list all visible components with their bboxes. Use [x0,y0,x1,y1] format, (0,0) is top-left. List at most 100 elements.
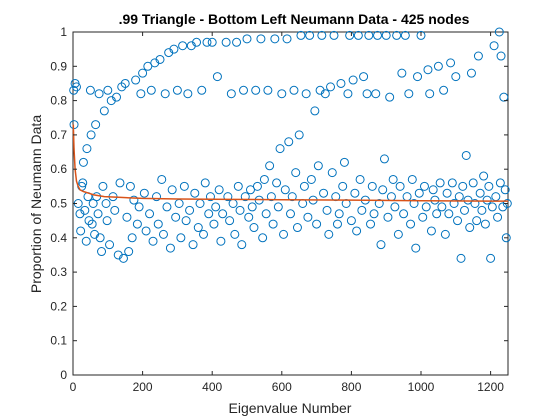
data-point [390,202,400,212]
chart-title: .99 Triangle - Bottom Left Neumann Data … [119,11,470,27]
data-point [442,188,452,198]
y-tick-label: 0.6 [50,162,67,176]
data-point [183,89,193,99]
data-point [197,85,207,95]
data-point [480,219,490,229]
data-point [94,89,104,99]
y-tick-label: 0.7 [50,128,67,142]
data-point [413,72,423,82]
data-point [167,185,177,195]
data-point [306,174,316,184]
data-point [433,61,443,71]
data-point [188,240,198,250]
data-point [153,219,163,229]
data-point [86,130,96,140]
data-point [472,216,482,226]
data-point [419,181,429,191]
data-point [374,199,384,208]
data-point [284,137,294,147]
data-point [291,168,301,178]
data-point [97,247,107,257]
data-point [256,34,266,44]
data-point [352,226,362,236]
data-point [501,233,511,243]
data-point [416,30,426,40]
data-point [348,75,358,85]
data-point [388,174,398,184]
data-point [212,72,222,82]
data-point [87,219,97,229]
data-point [245,185,255,195]
data-point [460,205,469,215]
data-point [247,202,257,212]
data-point [252,181,262,191]
data-point [305,30,315,40]
data-point [263,85,273,95]
data-point [259,174,269,184]
data-point [258,233,268,243]
data-point [326,82,336,92]
data-point [406,219,416,229]
data-point [345,30,355,40]
data-point [369,209,379,219]
data-point [232,37,242,47]
data-point [399,209,409,219]
data-point [204,209,214,219]
trend-line [72,124,508,202]
y-tick-label: 1 [60,25,67,39]
data-point [320,89,330,99]
data-point [136,89,146,99]
data-point [88,199,98,208]
data-point [359,72,369,82]
data-point [275,144,285,154]
data-point [134,202,144,212]
data-point [160,89,170,99]
data-point [138,68,148,78]
data-point [233,181,243,191]
data-point [496,51,506,61]
data-point [468,178,478,188]
data-point [336,78,346,88]
data-point [484,181,494,191]
data-point [421,202,431,212]
y-axis-label: Proportion of Neumann Data [28,115,44,293]
data-point [139,188,149,198]
data-point [216,236,226,246]
data-point [428,185,438,195]
data-point [430,195,440,205]
data-point [286,209,295,219]
data-point [313,161,323,171]
data-point [279,229,289,239]
data-point [463,195,473,205]
data-point [200,178,210,188]
x-axis-ticks: 0 200 400 600 800 1000 1200 [70,32,504,394]
data-point [237,240,247,250]
data-point [383,212,393,222]
data-point [171,212,181,222]
data-point [414,188,424,198]
data-points [69,27,512,263]
data-point [499,92,509,102]
data-point [376,240,386,250]
data-point [98,181,108,191]
data-point [226,89,236,99]
data-point [91,120,101,130]
data-point [214,185,224,195]
data-point [162,202,172,212]
data-point [329,30,339,40]
data-point [446,58,456,68]
x-tick-label: 400 [202,380,222,394]
data-point [393,229,403,239]
x-tick-label: 0 [70,380,77,394]
data-point [273,202,283,212]
data-point [158,229,168,239]
data-point [400,30,410,40]
data-point [367,181,377,191]
data-point [426,226,436,236]
data-point [242,34,252,44]
data-point [357,205,367,215]
data-point [332,219,342,229]
data-point [266,192,276,202]
data-point [366,219,376,229]
